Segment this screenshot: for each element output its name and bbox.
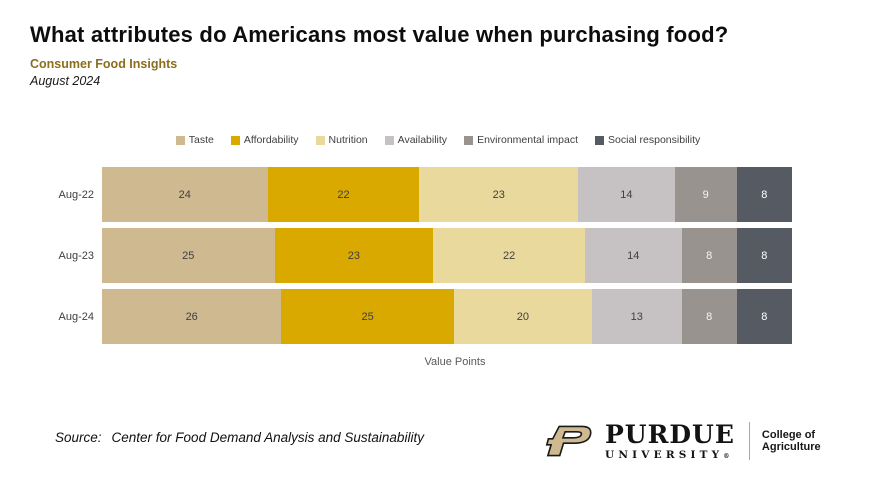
bar-segment: 24	[102, 167, 268, 222]
legend-item: Nutrition	[315, 134, 368, 146]
legend-label: Environmental impact	[477, 134, 579, 146]
legend-swatch	[315, 135, 325, 145]
source-label: Source:	[55, 430, 102, 445]
report-header: What attributes do Americans most value …	[30, 22, 850, 88]
report-date: August 2024	[30, 74, 101, 88]
source-note: Source: Center for Food Demand Analysis a…	[55, 430, 424, 445]
legend-item: Availability	[384, 134, 448, 146]
legend-item: Social responsibility	[595, 134, 700, 146]
y-axis-tick-label: Aug-22	[58, 188, 94, 201]
bar-segment: 26	[102, 289, 282, 344]
stacked-bar: 24 22 23 14 9 8	[102, 167, 792, 222]
logo-divider	[748, 422, 750, 460]
legend-label: Nutrition	[328, 134, 368, 146]
bar-segment: 14	[584, 228, 682, 283]
legend-label: Affordability	[243, 134, 299, 146]
bar-segment: 8	[736, 289, 792, 344]
bar-segment: 20	[453, 289, 592, 344]
legend-swatch	[595, 135, 605, 145]
bar-segment: 25	[102, 228, 275, 283]
stacked-bar: 26 25 20 13 8 8	[102, 289, 792, 344]
bar-segment: 22	[433, 228, 585, 283]
chart-legend: Taste Affordability Nutrition Availability E…	[0, 134, 876, 146]
bar-segment: 23	[419, 167, 579, 222]
source-text: Center for Food Demand Analysis and Sust…	[111, 430, 424, 445]
legend-label: Availability	[397, 134, 448, 146]
bar-segment: 8	[681, 289, 737, 344]
legend-label: Taste	[188, 134, 214, 146]
legend-item: Affordability	[230, 134, 299, 146]
bar-segment: 8	[736, 167, 792, 222]
legend-item: Taste	[175, 134, 214, 146]
legend-swatch	[384, 135, 394, 145]
bar-segment: 25	[281, 289, 454, 344]
report-subtitle: Consumer Food Insights	[30, 57, 178, 71]
bar-segment: 8	[681, 228, 737, 283]
wordmark-purdue: PURDUE	[605, 419, 735, 449]
legend-label: Social responsibility	[608, 134, 701, 146]
stacked-bar: 25 23 22 14 8 8	[102, 228, 792, 283]
bar-segment: 8	[736, 228, 792, 283]
bar-row: Aug-24 26 25 20 13 8 8	[0, 289, 876, 344]
wordmark-university: UNIVERSITY®	[605, 448, 730, 461]
legend-item: Environmental impact	[464, 134, 578, 146]
legend-swatch	[230, 135, 240, 145]
bar-segment: 14	[578, 167, 675, 222]
stacked-bar-chart: Aug-22 24 22 23 14 9 8 Aug-23 25 23 22 14 8 8 Aug-24 26…	[0, 167, 876, 350]
y-axis-tick-label: Aug-23	[58, 249, 94, 262]
legend-swatch	[175, 135, 185, 145]
page-title: What attributes do Americans most value …	[30, 22, 729, 47]
purdue-logo: PURDUE UNIVERSITY® College of Agricultur…	[543, 413, 876, 469]
registered-mark: ®	[723, 452, 730, 460]
legend-swatch	[464, 135, 474, 145]
purdue-p-icon	[545, 425, 592, 457]
bar-segment: 13	[591, 289, 682, 344]
bar-row: Aug-23 25 23 22 14 8 8	[0, 228, 876, 283]
bar-segment: 9	[674, 167, 737, 222]
x-axis-title: Value Points	[424, 356, 486, 368]
bar-row: Aug-22 24 22 23 14 9 8	[0, 167, 876, 222]
purdue-wordmark: PURDUE UNIVERSITY®	[605, 422, 735, 461]
y-axis-tick-label: Aug-24	[58, 310, 94, 323]
college-label: College of Agriculture	[761, 429, 821, 453]
bar-segment: 22	[267, 167, 420, 222]
bar-segment: 23	[274, 228, 434, 283]
